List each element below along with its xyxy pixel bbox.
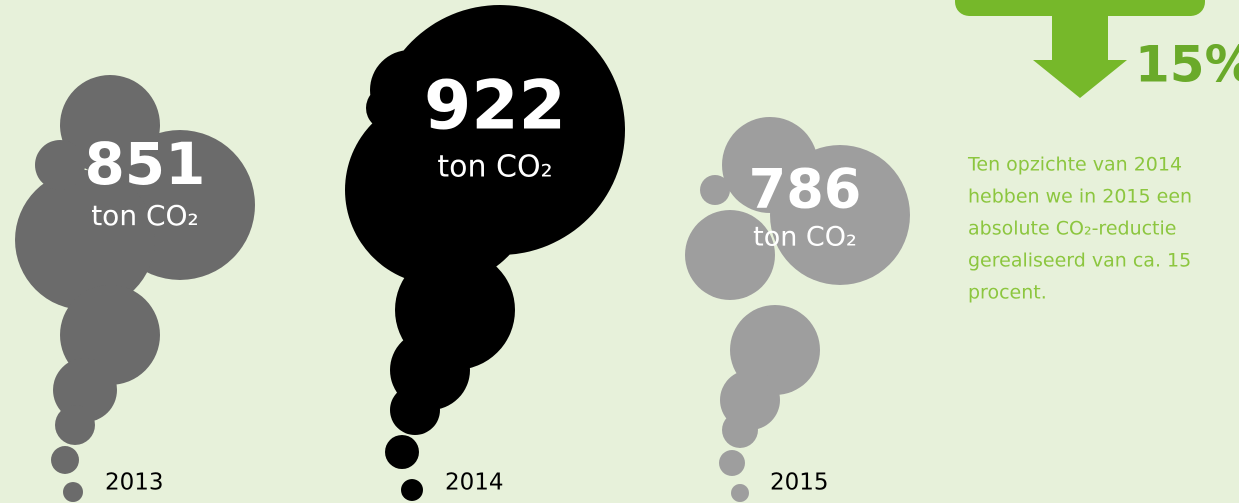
cloud-2014 bbox=[345, 5, 625, 501]
unit: ton CO₂ bbox=[753, 222, 857, 253]
note-line: hebben we in 2015 een bbox=[968, 186, 1192, 208]
note-line: absolute CO₂-reductie bbox=[968, 218, 1176, 240]
note-line: gerealiseerd van ca. 15 bbox=[968, 250, 1191, 272]
cloud-2015 bbox=[685, 117, 910, 502]
unit: ton CO₂ bbox=[91, 199, 199, 232]
year: 2014 bbox=[445, 470, 504, 496]
down-arrow bbox=[955, 0, 1205, 98]
cloud-2013 bbox=[15, 75, 255, 502]
unit: ton CO₂ bbox=[437, 150, 552, 185]
note-line: procent. bbox=[968, 282, 1047, 304]
note-line: Ten opzichte van 2014 bbox=[967, 154, 1182, 176]
year: 2015 bbox=[770, 470, 829, 496]
value: 851 bbox=[84, 130, 205, 198]
percent: 15% bbox=[1135, 36, 1239, 94]
year: 2013 bbox=[105, 470, 164, 496]
value: 786 bbox=[749, 158, 862, 221]
value: 922 bbox=[424, 67, 566, 146]
